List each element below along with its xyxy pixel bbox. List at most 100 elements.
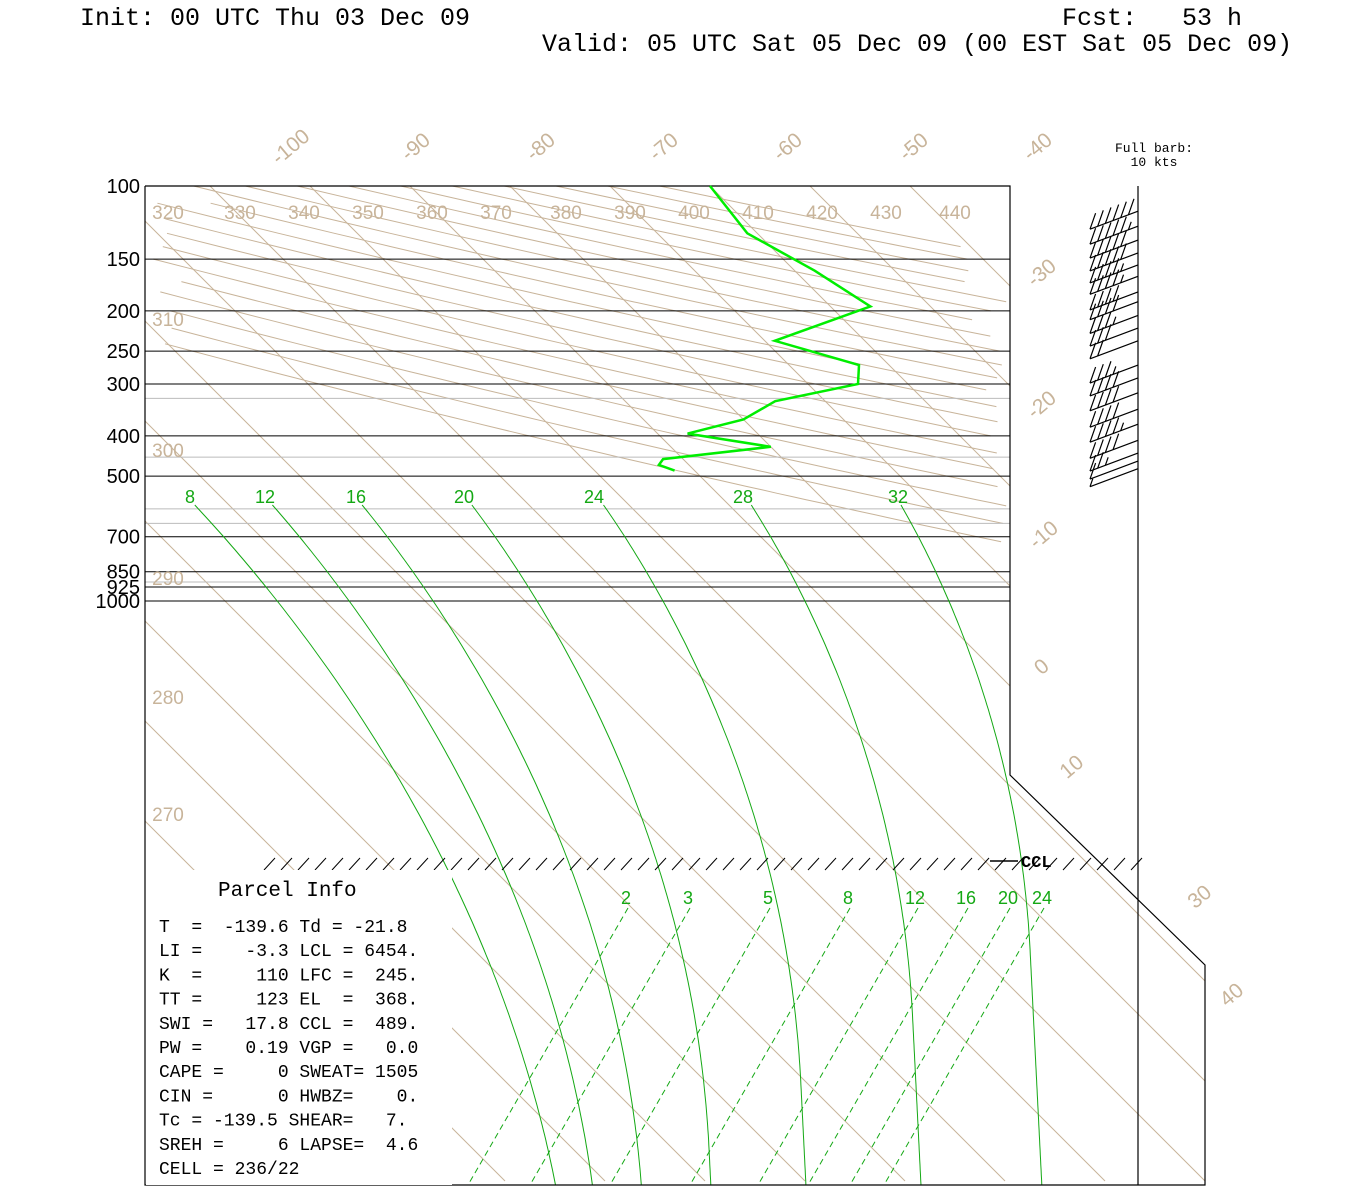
moist-adiabat-line (194, 504, 556, 1186)
wind-barb (1089, 324, 1139, 347)
wind-barb-feather (1089, 442, 1097, 459)
parcel-info-row: CELL = 236/22 (159, 1160, 299, 1180)
hatch-mark (348, 857, 361, 871)
hatch-mark (909, 857, 922, 871)
wind-barb-feather (1089, 254, 1097, 272)
wind-barb-feather (1089, 241, 1097, 259)
isotherm-label: -70 (645, 128, 683, 165)
isotherm-line (209, 185, 1206, 1182)
hatch-mark (960, 857, 973, 871)
hatch-mark (1062, 857, 1075, 871)
pressure-tick-label: 100 (107, 176, 140, 198)
isotherm-label: 40 (1215, 979, 1248, 1012)
hatch-mark (263, 857, 276, 871)
wind-barb-feather (1104, 297, 1112, 315)
isotherm-line (909, 185, 1011, 287)
wind-barb-feather (1104, 420, 1112, 437)
theta-e-label: 24 (584, 487, 604, 507)
wind-barb-feather (1097, 251, 1104, 269)
pressure-tick-label: 400 (107, 426, 140, 448)
isotherm-label: -80 (522, 128, 560, 165)
mixing-ratio-label: 16 (956, 888, 976, 908)
wind-barb-feather (1089, 379, 1097, 397)
theta-label: 410 (742, 203, 774, 224)
theta-label: 400 (678, 203, 710, 224)
wind-barb-staff (1089, 275, 1139, 295)
wind-barb-feather (1089, 317, 1097, 334)
wind-barb-staff (1089, 408, 1139, 428)
wind-barb-feather (1089, 212, 1097, 230)
wind-barb-feather (1104, 373, 1112, 391)
pressure-tick-label: 700 (107, 527, 140, 549)
hatch-mark (807, 857, 820, 871)
mixing-ratio-line (807, 907, 969, 1186)
wind-barb-staff (1089, 392, 1139, 412)
hatch-mark (280, 857, 293, 871)
hatch-mark (858, 857, 871, 871)
wind-barb-feather (1112, 246, 1120, 263)
hatch-mark (552, 857, 565, 871)
isotherm-line (809, 185, 1011, 387)
hatch-mark (620, 857, 633, 871)
wind-barb-staff (1089, 210, 1139, 230)
wind-barb-feather (1120, 216, 1127, 233)
pressure-tick-label: 500 (107, 466, 140, 488)
wind-barb (1089, 339, 1139, 360)
dry-adiabat-line (245, 185, 1000, 352)
mixing-ratio-label: 5 (763, 888, 773, 908)
wind-barb-feather (1089, 342, 1097, 359)
dry-adiabat-line (164, 343, 1002, 543)
mixing-ratio-line (689, 907, 851, 1186)
sounding (656, 185, 874, 472)
hatch-mark (637, 857, 650, 871)
wind-barb-feather (1104, 249, 1112, 266)
theta-label: 320 (152, 203, 184, 224)
wind-barb (1089, 433, 1139, 459)
hatch-mark (790, 857, 803, 871)
theta-label: 340 (288, 203, 320, 224)
wind-barb (1089, 402, 1139, 428)
wind-barb-feather (1097, 225, 1104, 242)
theta-label: 440 (939, 203, 971, 224)
wind-barb-feather (1112, 219, 1120, 236)
hatch-mark (535, 857, 548, 871)
wind-barb-feather (1120, 230, 1127, 247)
wind-barb-feather (1089, 478, 1094, 487)
dry-adiabat-line (659, 185, 961, 248)
wind-barb-staff (1089, 460, 1139, 480)
wind-barb-feather (1097, 451, 1104, 469)
isotherm-label: -20 (1023, 386, 1061, 423)
wind-barb (1089, 269, 1139, 295)
isotherm-line (609, 185, 1011, 587)
wind-barb-feather (1104, 272, 1112, 289)
wind-barb-feather (1112, 385, 1120, 403)
dry-adiabat-line (607, 185, 968, 260)
hatch-mark (943, 857, 956, 871)
parcel-info-row: CAPE = 0 SWEAT= 1505 (159, 1063, 418, 1083)
wind-barb (1089, 243, 1139, 272)
dry-adiabat-line (165, 218, 997, 408)
wind-barb-feather (1097, 263, 1104, 281)
dry-adiabat-line (348, 185, 973, 321)
hatch-mark (331, 857, 344, 871)
isotherm-label: -30 (1023, 254, 1061, 291)
wind-barb (1089, 294, 1139, 321)
hatch-mark (824, 857, 837, 871)
barb-legend-line2: 10 kts (1131, 155, 1178, 170)
hatch-mark (1113, 857, 1126, 871)
pressure-tick-label: 150 (107, 249, 140, 271)
hatch-mark (739, 857, 752, 871)
wind-barb-staff (1089, 468, 1139, 488)
dry-adiabat-line (181, 281, 994, 470)
hatch-mark (977, 857, 990, 871)
moist-adiabat-line (272, 504, 593, 1186)
mixing-ratio-line (467, 907, 629, 1186)
moist-adiabat-line (900, 504, 1043, 1186)
wind-barb-feather (1104, 324, 1112, 341)
dry-adiabat-line (160, 291, 998, 488)
dry-adiabat-line (171, 327, 1004, 524)
wind-barb-feather (1112, 366, 1117, 375)
moist-adiabat-line (603, 504, 807, 1186)
wind-barb-feather (1112, 316, 1117, 325)
